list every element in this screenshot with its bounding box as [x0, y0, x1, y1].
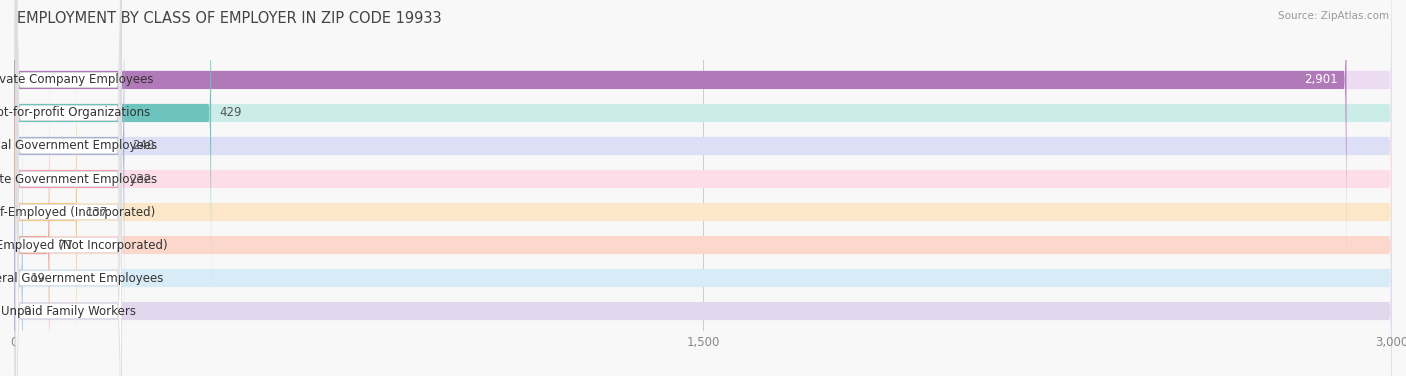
Text: Source: ZipAtlas.com: Source: ZipAtlas.com — [1278, 11, 1389, 21]
FancyBboxPatch shape — [14, 89, 22, 376]
Text: Federal Government Employees: Federal Government Employees — [0, 271, 163, 285]
FancyBboxPatch shape — [14, 0, 1392, 302]
Text: 19: 19 — [31, 271, 46, 285]
FancyBboxPatch shape — [15, 0, 121, 376]
Text: State Government Employees: State Government Employees — [0, 173, 157, 185]
FancyBboxPatch shape — [15, 0, 121, 376]
Text: EMPLOYMENT BY CLASS OF EMPLOYER IN ZIP CODE 19933: EMPLOYMENT BY CLASS OF EMPLOYER IN ZIP C… — [17, 11, 441, 26]
FancyBboxPatch shape — [15, 0, 121, 376]
FancyBboxPatch shape — [14, 0, 124, 335]
FancyBboxPatch shape — [14, 23, 1392, 376]
FancyBboxPatch shape — [14, 0, 1347, 269]
FancyBboxPatch shape — [14, 56, 1392, 376]
FancyBboxPatch shape — [14, 89, 1392, 376]
Text: Private Company Employees: Private Company Employees — [0, 73, 153, 86]
FancyBboxPatch shape — [14, 0, 1392, 368]
FancyBboxPatch shape — [14, 0, 211, 302]
Text: 77: 77 — [58, 238, 73, 252]
FancyBboxPatch shape — [14, 56, 49, 376]
FancyBboxPatch shape — [15, 0, 121, 376]
FancyBboxPatch shape — [14, 122, 1392, 376]
Text: 232: 232 — [129, 173, 152, 185]
Text: Unpaid Family Workers: Unpaid Family Workers — [1, 305, 136, 318]
Text: Self-Employed (Incorporated): Self-Employed (Incorporated) — [0, 206, 155, 218]
Text: Not-for-profit Organizations: Not-for-profit Organizations — [0, 106, 150, 120]
FancyBboxPatch shape — [15, 0, 121, 376]
FancyBboxPatch shape — [15, 0, 121, 376]
Text: 240: 240 — [132, 139, 155, 153]
Text: Self-Employed (Not Incorporated): Self-Employed (Not Incorporated) — [0, 238, 167, 252]
FancyBboxPatch shape — [14, 0, 1392, 269]
FancyBboxPatch shape — [15, 0, 121, 376]
Text: 137: 137 — [86, 206, 108, 218]
Text: 2,901: 2,901 — [1303, 73, 1337, 86]
Text: Local Government Employees: Local Government Employees — [0, 139, 157, 153]
FancyBboxPatch shape — [14, 0, 121, 368]
Text: 0: 0 — [22, 305, 30, 318]
FancyBboxPatch shape — [15, 0, 121, 376]
FancyBboxPatch shape — [14, 23, 77, 376]
Text: 429: 429 — [219, 106, 242, 120]
FancyBboxPatch shape — [11, 122, 17, 376]
FancyBboxPatch shape — [14, 0, 1392, 335]
